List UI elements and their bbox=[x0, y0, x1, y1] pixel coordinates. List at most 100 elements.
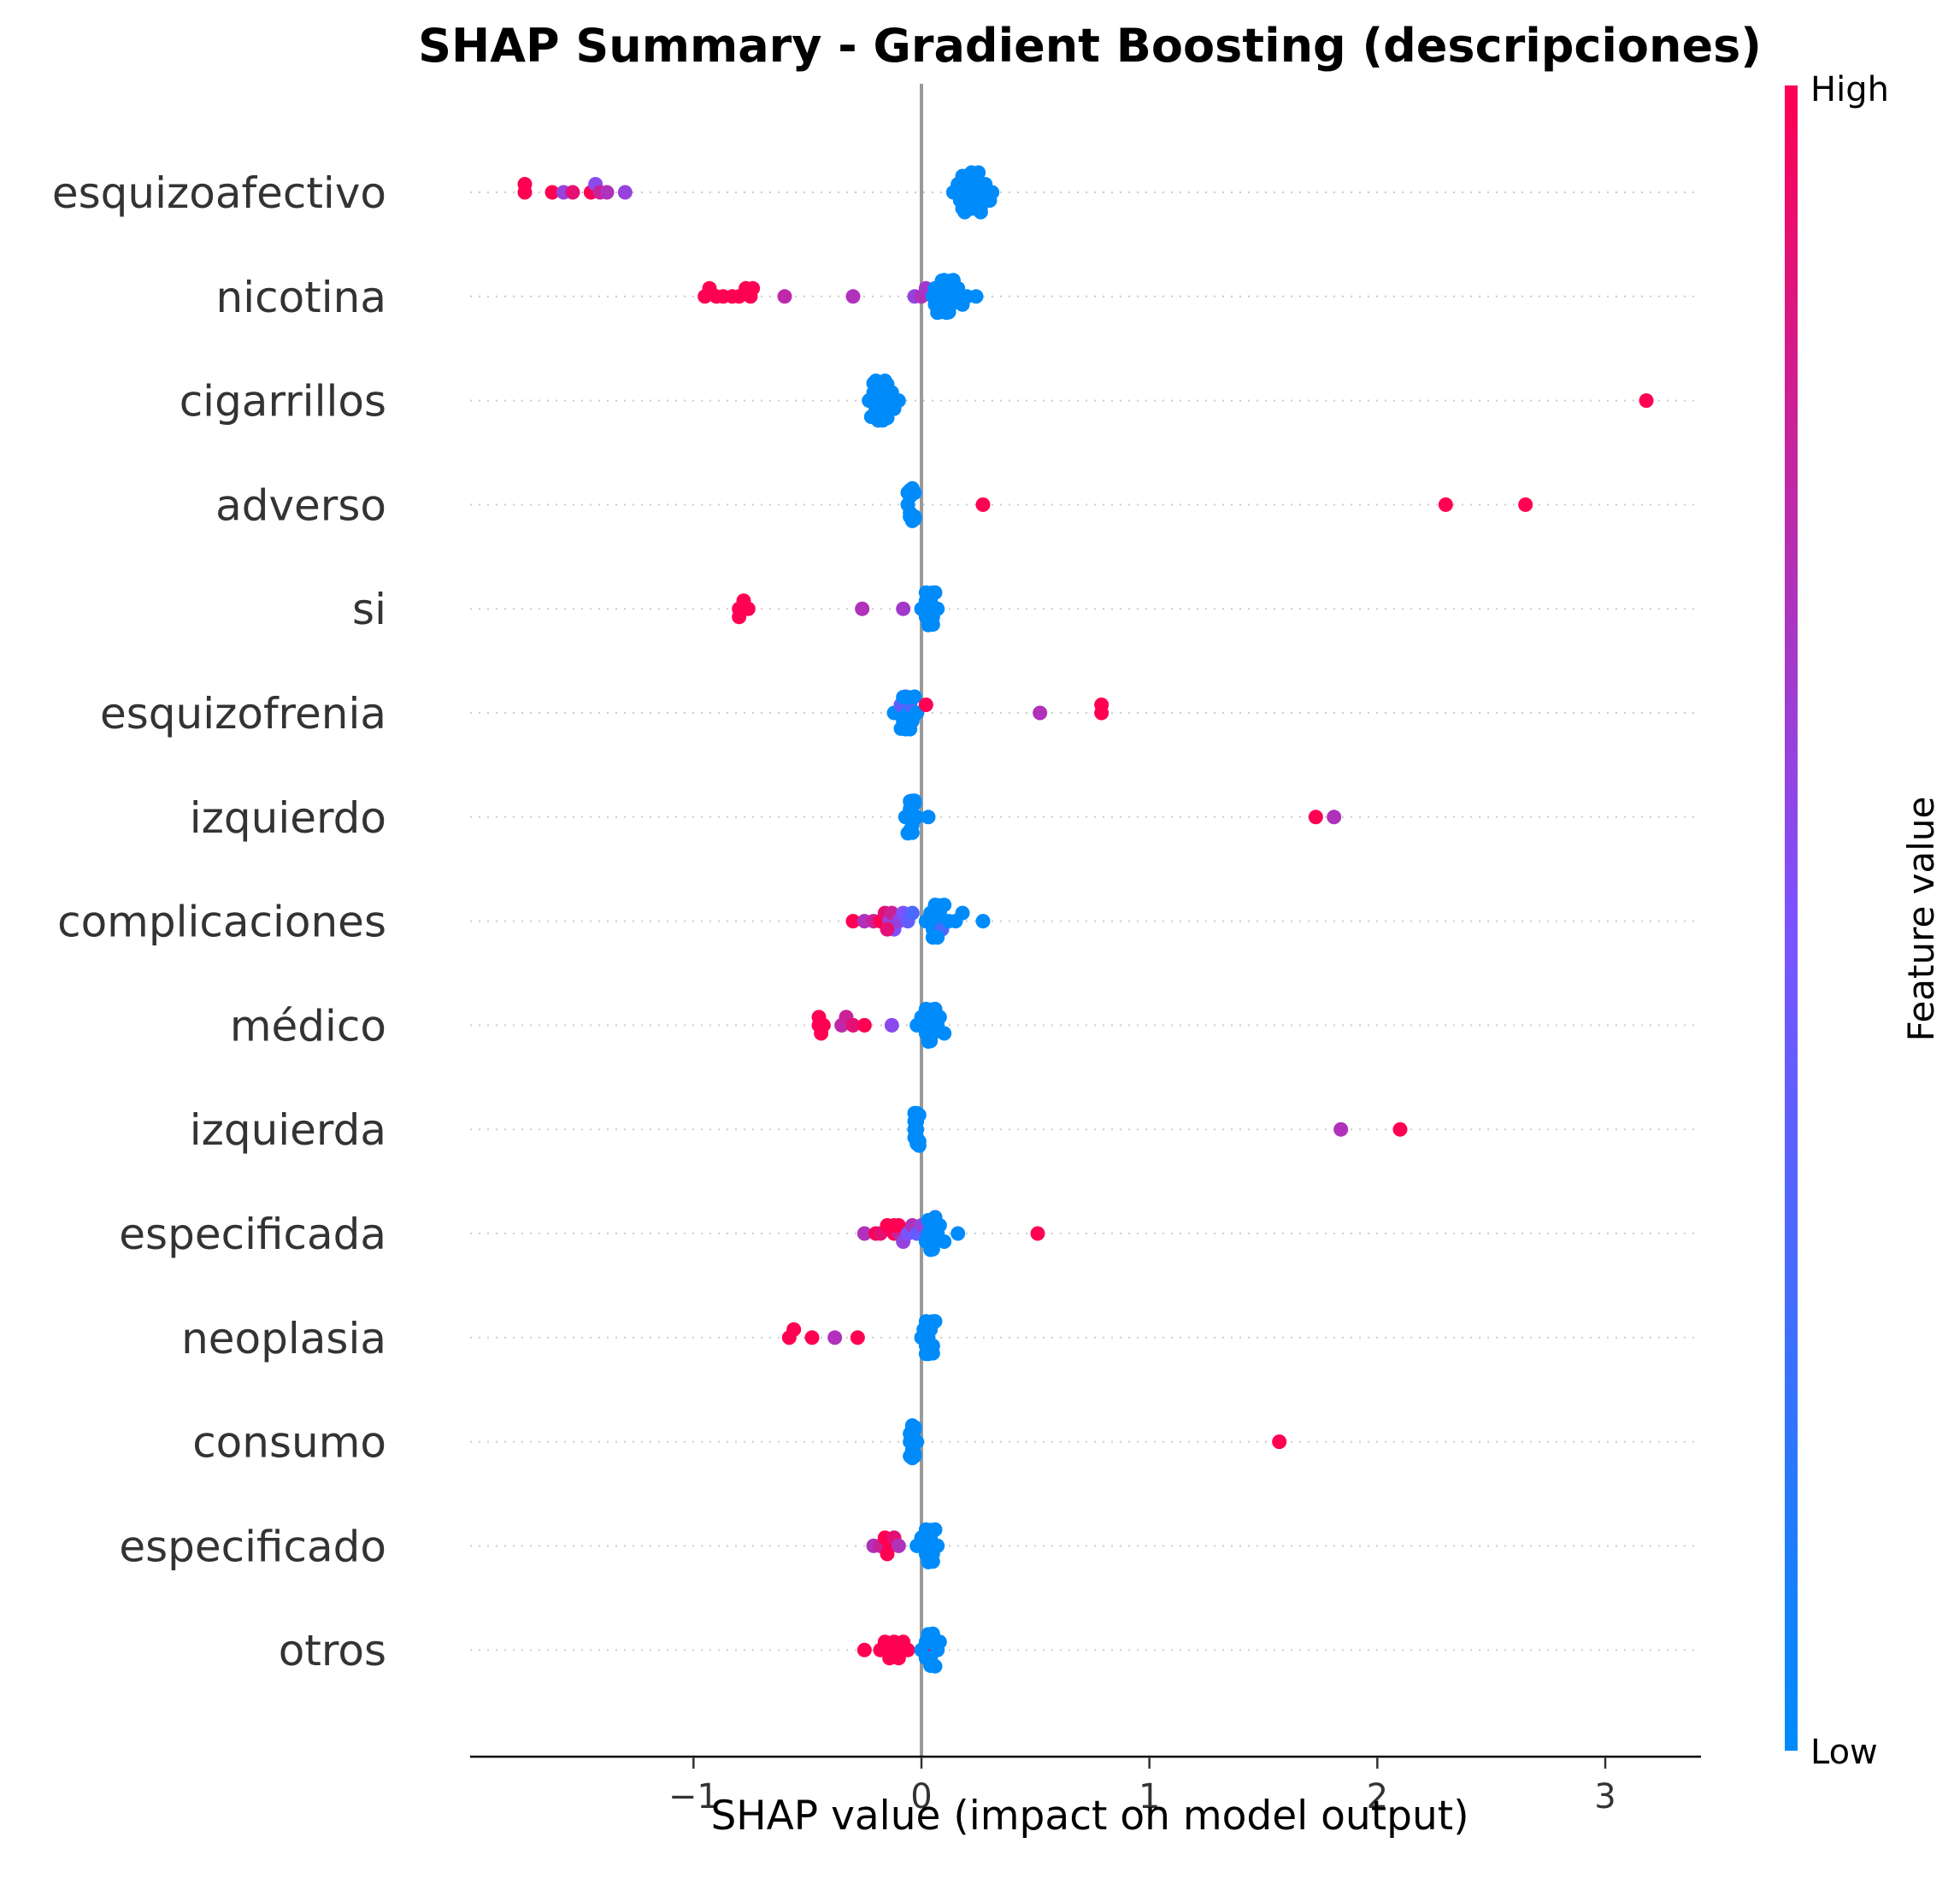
shap-point bbox=[918, 1001, 933, 1016]
shap-point bbox=[517, 177, 533, 191]
shap-point bbox=[904, 905, 920, 921]
shap-point bbox=[921, 1346, 936, 1362]
feature-labels: esquizoafectivo nicotina cigarrillos advers… bbox=[52, 168, 386, 1675]
shap-point bbox=[786, 1322, 802, 1337]
shap-point bbox=[904, 793, 920, 809]
shap-point bbox=[945, 275, 961, 291]
shap-point bbox=[875, 378, 891, 393]
shap-point bbox=[968, 170, 984, 185]
shap-point bbox=[856, 1017, 872, 1033]
shap-point bbox=[886, 1218, 902, 1233]
shap-point bbox=[1030, 1226, 1045, 1241]
shap-point bbox=[850, 1330, 865, 1345]
colorbar bbox=[1785, 85, 1798, 1751]
row-gridlines bbox=[470, 191, 1701, 1652]
shap-point bbox=[845, 914, 861, 929]
shap-point bbox=[827, 1330, 843, 1345]
shap-point bbox=[911, 1133, 927, 1149]
shap-point bbox=[903, 822, 918, 838]
shap-point bbox=[985, 185, 1000, 200]
shap-point bbox=[1333, 1122, 1349, 1137]
shap-point bbox=[904, 482, 920, 498]
shap-point bbox=[880, 922, 895, 937]
shap-point bbox=[925, 1314, 940, 1329]
feature-label: esquizoafectivo bbox=[52, 168, 386, 218]
shap-point bbox=[925, 1241, 940, 1257]
shap-point bbox=[930, 601, 945, 616]
shap-point bbox=[855, 601, 870, 616]
shap-point bbox=[975, 914, 991, 929]
shap-point bbox=[815, 1017, 831, 1033]
chart-title: SHAP Summary - Gradient Boosting (descri… bbox=[418, 19, 1762, 73]
shap-point bbox=[962, 199, 977, 215]
shap-point bbox=[599, 185, 615, 200]
x-tick-label: 1 bbox=[1139, 1777, 1160, 1817]
colorbar-low-label: Low bbox=[1810, 1733, 1878, 1772]
shap-point bbox=[1094, 698, 1109, 712]
shap-point bbox=[932, 898, 947, 913]
shap-point bbox=[923, 615, 939, 630]
shap-point bbox=[845, 1017, 861, 1033]
feature-label: izquierda bbox=[190, 1105, 386, 1155]
shap-point bbox=[900, 690, 915, 705]
feature-label: neoplasia bbox=[181, 1314, 386, 1363]
feature-label: complicaciones bbox=[57, 898, 386, 947]
shap-point bbox=[891, 393, 906, 409]
shap-point bbox=[732, 609, 747, 625]
feature-label: si bbox=[352, 585, 386, 634]
x-tick-label: 3 bbox=[1594, 1777, 1616, 1817]
shap-point bbox=[1033, 705, 1048, 721]
shap-point bbox=[1308, 810, 1323, 825]
x-axis-ticks: −1 0 1 2 3 bbox=[668, 1757, 1616, 1817]
feature-label: izquierdo bbox=[190, 793, 386, 843]
shap-point bbox=[856, 1642, 872, 1658]
colorbar-title: Feature value bbox=[1900, 797, 1942, 1042]
shap-point bbox=[617, 185, 633, 200]
shap-point bbox=[925, 585, 940, 600]
feature-label: especificado bbox=[119, 1522, 386, 1571]
shap-point bbox=[918, 698, 933, 712]
shap-point bbox=[845, 289, 861, 304]
shap-point bbox=[745, 280, 761, 296]
shap-point bbox=[968, 289, 984, 304]
x-tick-label: 0 bbox=[910, 1777, 932, 1817]
shap-point bbox=[975, 497, 991, 512]
shap-point bbox=[923, 1656, 939, 1671]
shap-point bbox=[955, 905, 970, 921]
shap-point bbox=[923, 1525, 939, 1540]
shap-point bbox=[907, 1446, 922, 1462]
shap-point bbox=[951, 1226, 966, 1241]
colorbar-high-label: High bbox=[1810, 70, 1889, 109]
shap-point bbox=[909, 1434, 925, 1450]
shap-point bbox=[896, 601, 911, 616]
shap-point bbox=[927, 297, 943, 312]
shap-point bbox=[925, 1554, 940, 1569]
feature-label: esquizofrenia bbox=[100, 689, 386, 739]
shap-point bbox=[777, 289, 792, 304]
shap-point bbox=[544, 185, 560, 200]
shap-point bbox=[1518, 497, 1533, 512]
shap-point bbox=[904, 1420, 920, 1435]
shap-point bbox=[903, 509, 918, 524]
shap-point bbox=[891, 1538, 906, 1553]
shap-point bbox=[1272, 1434, 1287, 1450]
shap-point bbox=[882, 1651, 898, 1666]
shap-point bbox=[1438, 497, 1453, 512]
shap-point bbox=[880, 410, 895, 426]
shap-point bbox=[1639, 393, 1654, 409]
shap-point bbox=[856, 1226, 872, 1241]
shap-points bbox=[517, 165, 1654, 1674]
shap-point bbox=[884, 1017, 899, 1033]
feature-label: especificada bbox=[119, 1210, 386, 1259]
shap-point bbox=[921, 1212, 936, 1228]
shap-point bbox=[930, 1538, 945, 1553]
shap-point bbox=[893, 721, 909, 736]
feature-label: médico bbox=[230, 1001, 386, 1051]
shap-point bbox=[866, 408, 881, 423]
feature-label: adverso bbox=[215, 480, 386, 530]
shap-point bbox=[804, 1330, 820, 1345]
shap-point bbox=[909, 810, 925, 825]
shap-point bbox=[909, 1107, 925, 1122]
shap-point bbox=[941, 304, 956, 320]
